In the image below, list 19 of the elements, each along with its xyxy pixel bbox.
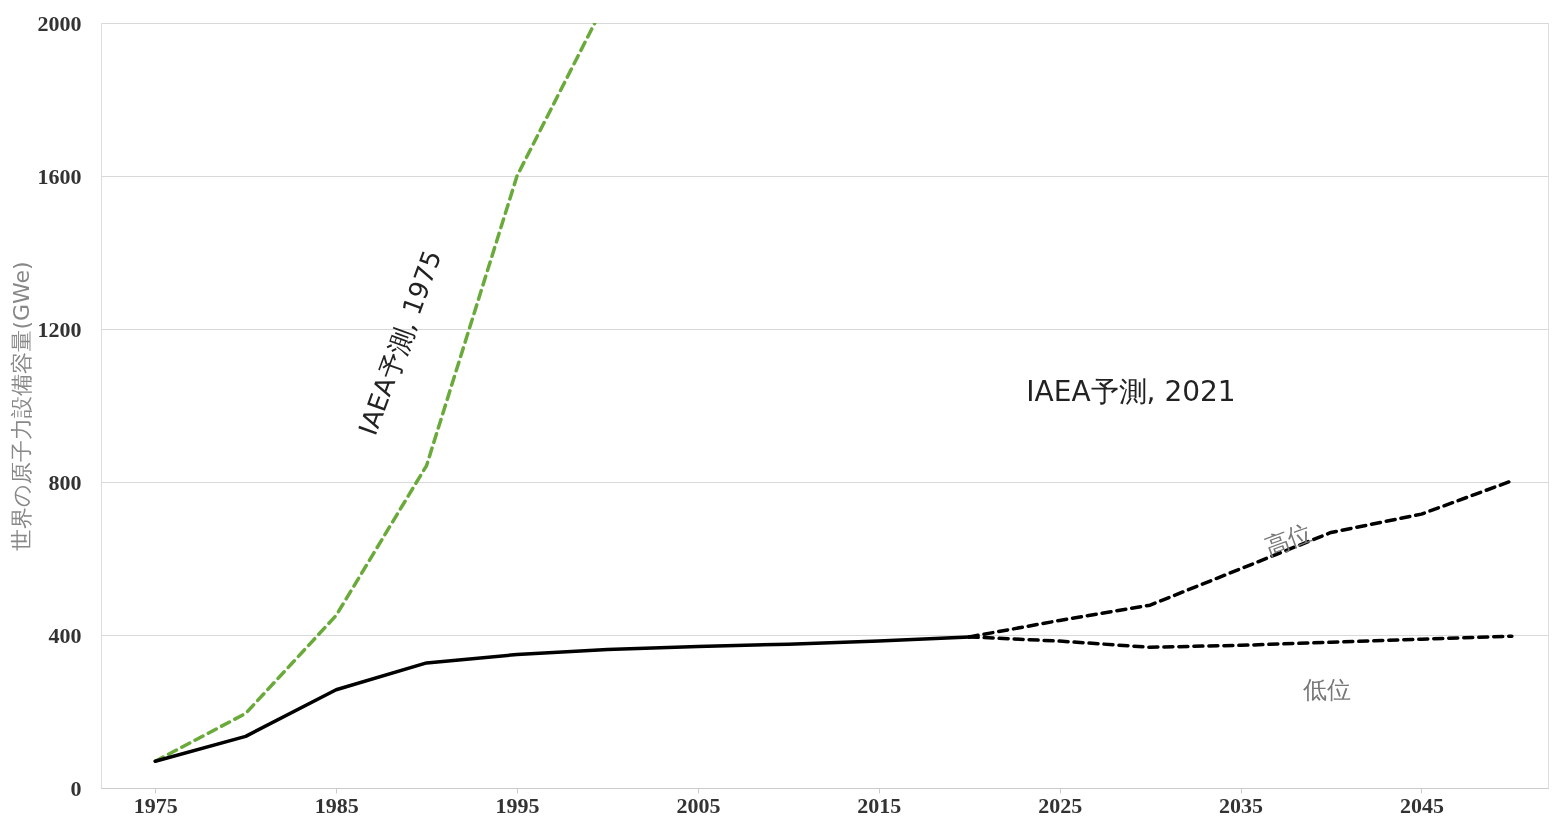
- y-tick-label: 800: [48, 469, 82, 495]
- x-tick-label: 2045: [1399, 792, 1444, 818]
- x-tick-label: 2015: [857, 792, 902, 818]
- y-tick-label: 400: [48, 622, 82, 648]
- y-tick-label: 0: [70, 775, 82, 801]
- text: 高位: [1261, 518, 1316, 562]
- x-tick-label: 1995: [495, 792, 540, 818]
- annotation: IAEA予測, 2021: [1026, 375, 1236, 408]
- y-axis-title: 世界の原子力設備容量(GWe): [8, 261, 34, 551]
- x-tick-label: 1985: [314, 792, 359, 818]
- x-tick-label: 2025: [1038, 792, 1083, 818]
- x-tick-label: 2035: [1219, 792, 1264, 818]
- y-tick-label: 2000: [37, 10, 82, 36]
- x-tick-label: 1975: [133, 792, 178, 818]
- x-tick-label: 2005: [676, 792, 721, 818]
- y-tick-label: 1600: [37, 163, 82, 189]
- y-tick-label: 1200: [37, 316, 82, 342]
- series-label: 低位: [1302, 676, 1351, 705]
- annotation: IAEA予測, 1975: [352, 246, 448, 440]
